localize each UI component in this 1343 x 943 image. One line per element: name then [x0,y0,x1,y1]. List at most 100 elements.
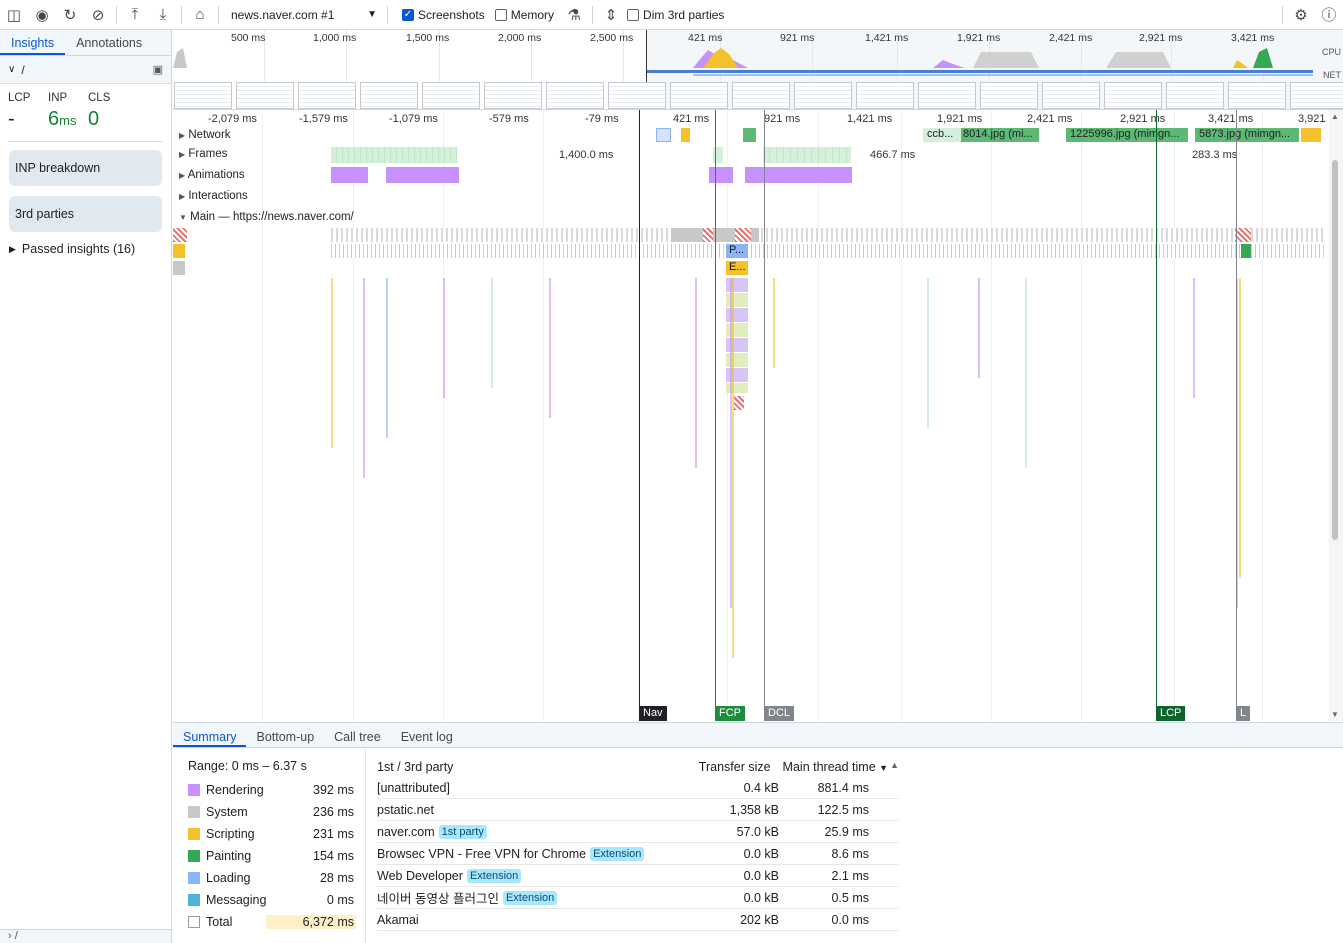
help-icon[interactable]: ⓘ [1321,7,1337,24]
page-screenshot-thumbnail[interactable] [856,82,914,109]
settings-gear-icon[interactable]: ⚙ [1294,6,1308,24]
system-bar[interactable] [173,261,185,275]
tab-insights[interactable]: Insights [0,30,66,55]
call-stack-slice[interactable] [549,278,551,418]
network-request-bar[interactable]: 5873.jpg (mimgn... [1195,128,1299,142]
tab-annotations[interactable]: Annotations [76,36,143,50]
animation-bar[interactable] [745,167,852,183]
scroll-up-icon[interactable]: ▲ [1331,112,1339,121]
sort-up-icon[interactable]: ▲ [890,760,899,770]
parse-html-bar[interactable]: P... [726,244,748,258]
page-screenshot-thumbnail[interactable] [1290,82,1343,109]
animation-bar[interactable] [709,167,733,183]
flame-chart[interactable]: -2,079 ms -1,579 ms -1,079 ms -579 ms -79 ms… [173,110,1329,721]
timeline-overview[interactable]: 500 ms 1,000 ms 1,500 ms 2,000 ms 2,500 ms 42… [173,30,1343,110]
network-request-bar[interactable]: ccb... [923,128,961,142]
network-request-bar[interactable] [681,128,690,142]
table-row[interactable]: [unattributed] 0.4 kB 881.4 ms [377,777,899,799]
network-request-bar[interactable]: 1225996.jpg (mimgn... [1066,128,1188,142]
table-row[interactable]: Web Developer Extension 0.0 kB 2.1 ms [377,865,899,887]
animation-bar[interactable] [331,167,368,183]
column-header-main-thread-time[interactable]: Main thread time ▼ [771,760,889,774]
call-stack-slice[interactable] [331,278,333,448]
long-task-bar[interactable] [1235,228,1251,242]
screenshots-checkbox[interactable]: ✓ Screenshots [402,0,485,30]
track-main[interactable]: ▼ Main — https://news.naver.com/ [179,211,354,223]
page-screenshot-thumbnail[interactable] [1166,82,1224,109]
collapse-tracks-icon[interactable]: ⇕ [604,6,618,24]
broom-icon[interactable]: ⚗ [567,6,581,24]
page-screenshot-thumbnail[interactable] [732,82,790,109]
passed-insights-toggle[interactable]: ▶ Passed insights (16) [9,242,171,256]
evaluate-script-bar[interactable]: E... [726,261,748,275]
main-thread-subtasks[interactable] [331,244,1326,258]
animation-bar[interactable] [386,167,459,183]
track-network[interactable]: ▶ Network [179,129,231,141]
page-screenshot-thumbnail[interactable] [1104,82,1162,109]
dim-3rd-parties-checkbox[interactable]: Dim 3rd parties [627,0,724,30]
page-screenshot-thumbnail[interactable] [236,82,294,109]
marker-tag-fcp[interactable]: FCP [715,706,745,721]
memory-checkbox[interactable]: Memory [494,0,554,30]
network-request-bar[interactable] [1301,128,1321,142]
flame-scrollbar[interactable]: ▲ ▼ [1329,110,1343,721]
table-row[interactable]: Akamai 202 kB 0.0 ms [377,909,899,931]
marker-tag-nav[interactable]: Nav [639,706,667,721]
record-icon[interactable]: ◉ [35,6,49,24]
page-screenshot-thumbnail[interactable] [546,82,604,109]
tab-summary[interactable]: Summary [173,723,247,747]
page-screenshot-thumbnail[interactable] [918,82,976,109]
home-icon[interactable]: ⌂ [195,6,205,23]
call-stack-slice[interactable] [732,278,734,658]
call-stack-slice[interactable] [773,278,775,368]
recording-select[interactable]: news.naver.com #1 ▼ [223,0,383,30]
page-screenshot-thumbnail[interactable] [1228,82,1286,109]
network-request-bar[interactable]: 8014.jpg (mi... [961,128,1039,142]
painting-bar[interactable] [1241,244,1251,258]
page-screenshot-thumbnail[interactable] [174,82,232,109]
call-stack-slice[interactable] [695,278,697,468]
scrollbar-thumb[interactable] [1332,160,1338,540]
tab-event-log[interactable]: Event log [400,730,453,744]
collapsed-route[interactable]: › / [0,929,171,943]
table-row[interactable]: pstatic.net 1,358 kB 122.5 ms [377,799,899,821]
frames-bar[interactable] [331,147,457,163]
scripting-bar[interactable] [173,244,185,258]
page-screenshot-thumbnail[interactable] [608,82,666,109]
network-request-bar[interactable] [656,128,671,142]
screenshot-region-icon[interactable]: ▣ [152,64,163,76]
page-screenshot-thumbnail[interactable] [670,82,728,109]
call-stack-slice[interactable] [730,278,732,608]
page-screenshot-thumbnail[interactable] [484,82,542,109]
page-screenshot-thumbnail[interactable] [1042,82,1100,109]
page-screenshot-thumbnail[interactable] [980,82,1038,109]
upload-icon[interactable]: ⤒ [131,6,139,23]
call-stack-slice[interactable] [1025,278,1027,468]
call-stack-slice[interactable] [1239,278,1241,578]
toggle-sidebar-icon[interactable]: ◫ [6,6,22,24]
call-stack-slice[interactable] [1236,278,1238,608]
marker-tag-lcp[interactable]: LCP [1156,706,1186,721]
column-header-transfer-size[interactable]: Transfer size [698,760,771,774]
column-header-party[interactable]: 1st / 3rd party [377,760,454,774]
network-request-bar[interactable] [743,128,756,142]
main-thread-tasks[interactable] [331,228,1326,242]
long-task-bar[interactable] [703,228,713,242]
download-icon[interactable]: ⤓ [159,6,167,23]
call-stack-slice[interactable] [491,278,493,388]
page-screenshot-thumbnail[interactable] [298,82,356,109]
frames-bar[interactable] [763,147,851,163]
call-stack-slice[interactable] [978,278,980,378]
insight-card-3rd-parties[interactable]: 3rd parties [9,196,162,232]
tab-call-tree[interactable]: Call tree [334,730,381,744]
tab-bottom-up[interactable]: Bottom-up [256,730,315,744]
marker-tag-l[interactable]: L [1236,706,1251,721]
track-interactions[interactable]: ▶ Interactions [179,190,248,202]
call-stack-slice[interactable] [363,278,365,478]
scroll-down-icon[interactable]: ▼ [1331,710,1339,719]
page-screenshot-thumbnail[interactable] [360,82,418,109]
call-stack-slice[interactable] [927,278,929,428]
track-frames[interactable]: ▶ Frames [179,148,227,160]
page-screenshot-thumbnail[interactable] [794,82,852,109]
clear-icon[interactable]: ⊘ [91,6,105,24]
